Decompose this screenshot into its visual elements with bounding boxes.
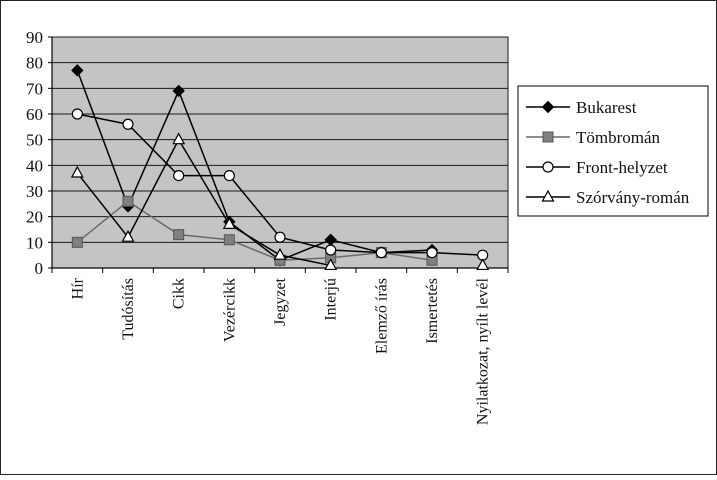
legend-label: Bukarest bbox=[576, 98, 637, 117]
data-point-diamond bbox=[71, 64, 84, 77]
data-point-square bbox=[71, 236, 83, 248]
x-tick-label: Nyilatkozat, nyílt levél bbox=[475, 277, 492, 425]
x-tick-label: Vezércikk bbox=[221, 278, 238, 342]
data-point-triangle bbox=[324, 258, 338, 271]
y-tick-label: 0 bbox=[35, 259, 44, 278]
series-line bbox=[76, 138, 331, 267]
data-point-triangle bbox=[222, 217, 236, 229]
data-point-square bbox=[542, 131, 554, 143]
x-tick-label: Hír bbox=[69, 277, 86, 299]
legend-label: Szórvány-román bbox=[576, 188, 690, 207]
x-tick-label: Tudósítás bbox=[120, 278, 137, 340]
data-point-triangle bbox=[476, 258, 490, 271]
series-line bbox=[76, 70, 433, 262]
y-tick-label: 60 bbox=[26, 105, 43, 124]
data-point-triangle bbox=[70, 165, 84, 178]
data-point-circle bbox=[426, 247, 438, 259]
y-tick-label: 90 bbox=[26, 28, 43, 47]
data-point-square bbox=[173, 229, 185, 241]
legend-label: Front-helyzet bbox=[576, 158, 668, 177]
data-point-circle bbox=[375, 247, 387, 259]
y-tick-label: 30 bbox=[26, 182, 43, 201]
y-tick-label: 80 bbox=[26, 54, 43, 73]
series-line bbox=[76, 200, 433, 262]
x-tick-label: Ismertetés bbox=[424, 278, 441, 344]
y-tick-label: 50 bbox=[26, 131, 43, 150]
data-point-circle bbox=[122, 118, 134, 130]
legend-label: Tömbromán bbox=[576, 128, 661, 147]
data-point-square bbox=[223, 234, 235, 246]
data-point-circle bbox=[274, 231, 286, 243]
plot-area bbox=[52, 37, 508, 268]
data-point-triangle bbox=[172, 132, 186, 145]
data-point-circle bbox=[325, 244, 337, 256]
data-point-diamond bbox=[541, 100, 555, 114]
y-tick-label: 10 bbox=[26, 233, 43, 252]
x-tick-label: Interjú bbox=[323, 278, 340, 321]
data-point-triangle bbox=[121, 229, 135, 242]
y-tick-label: 40 bbox=[26, 156, 43, 175]
data-point-triangle bbox=[541, 189, 555, 202]
data-point-triangle bbox=[273, 247, 287, 260]
x-tick-label: Elemző írás bbox=[373, 278, 390, 354]
data-point-circle bbox=[542, 161, 554, 173]
x-tick-label: Jegyzet bbox=[272, 277, 289, 326]
y-tick-label: 70 bbox=[26, 79, 43, 98]
data-point-square bbox=[122, 195, 134, 207]
data-point-circle bbox=[71, 108, 83, 120]
data-point-diamond bbox=[172, 84, 185, 98]
data-point-circle bbox=[173, 170, 185, 182]
data-point-circle bbox=[223, 170, 235, 182]
x-tick-label: Cikk bbox=[171, 278, 188, 309]
y-tick-label: 20 bbox=[26, 208, 43, 227]
